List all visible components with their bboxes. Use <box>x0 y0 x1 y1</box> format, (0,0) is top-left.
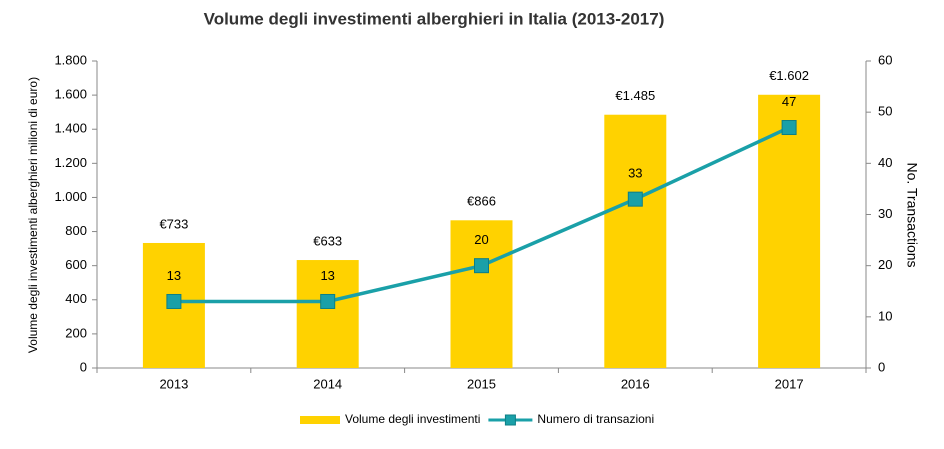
y-tick-label: 800 <box>65 223 87 238</box>
bar-value-label: €1.602 <box>769 68 809 83</box>
bar <box>296 260 359 368</box>
legend-label: Numero di transazioni <box>537 412 654 426</box>
y2-tick-label: 0 <box>878 359 885 374</box>
bar-value-label: €633 <box>313 233 342 248</box>
y-tick-label: 1.800 <box>54 52 87 67</box>
legend-swatch-marker <box>504 414 516 426</box>
y-tick-label: 600 <box>65 257 87 272</box>
x-tick-label: 2017 <box>775 376 804 391</box>
line-value-label: 47 <box>782 94 796 109</box>
bar <box>604 114 667 368</box>
line-value-label: 33 <box>628 166 642 181</box>
y2-tick-label: 30 <box>878 206 892 221</box>
x-tick-label: 2014 <box>313 376 342 391</box>
x-tick-label: 2015 <box>467 376 496 391</box>
chart-title: Volume degli investimenti alberghieri in… <box>204 9 665 28</box>
line-marker <box>627 191 643 207</box>
line-marker <box>781 120 797 136</box>
y-tick-label: 1.000 <box>54 189 87 204</box>
y-tick-label: 200 <box>65 325 87 340</box>
line-marker <box>474 258 489 274</box>
y-tick-label: 400 <box>65 291 87 306</box>
line-marker <box>166 293 182 309</box>
bar <box>758 94 821 369</box>
y-axis-label: Volume degli investimenti alberghieri mi… <box>26 77 40 353</box>
x-tick-label: 2016 <box>621 376 650 391</box>
bar-value-label: €733 <box>159 216 188 231</box>
x-tick-label: 2013 <box>159 376 188 391</box>
bar <box>450 220 513 368</box>
y2-tick-label: 50 <box>878 104 892 119</box>
bar-value-label: €1.485 <box>615 88 655 103</box>
line-value-label: 13 <box>167 268 181 283</box>
legend-swatch <box>300 416 340 424</box>
y2-axis-label: No. Transactions <box>904 162 920 267</box>
y2-tick-label: 20 <box>878 257 892 272</box>
y-tick-label: 1.200 <box>54 155 87 170</box>
y2-tick-label: 10 <box>878 308 892 323</box>
y-tick-label: 1.600 <box>54 87 87 102</box>
y2-tick-label: 60 <box>878 52 892 67</box>
legend-label: Volume degli investimenti <box>345 412 480 426</box>
bar-value-label: €866 <box>467 194 496 209</box>
line-marker <box>320 293 336 309</box>
y-tick-label: 1.400 <box>54 121 87 136</box>
y-tick-label: 0 <box>80 359 87 374</box>
y2-tick-label: 40 <box>878 155 892 170</box>
line-value-label: 20 <box>474 232 488 247</box>
line-value-label: 13 <box>320 268 334 283</box>
